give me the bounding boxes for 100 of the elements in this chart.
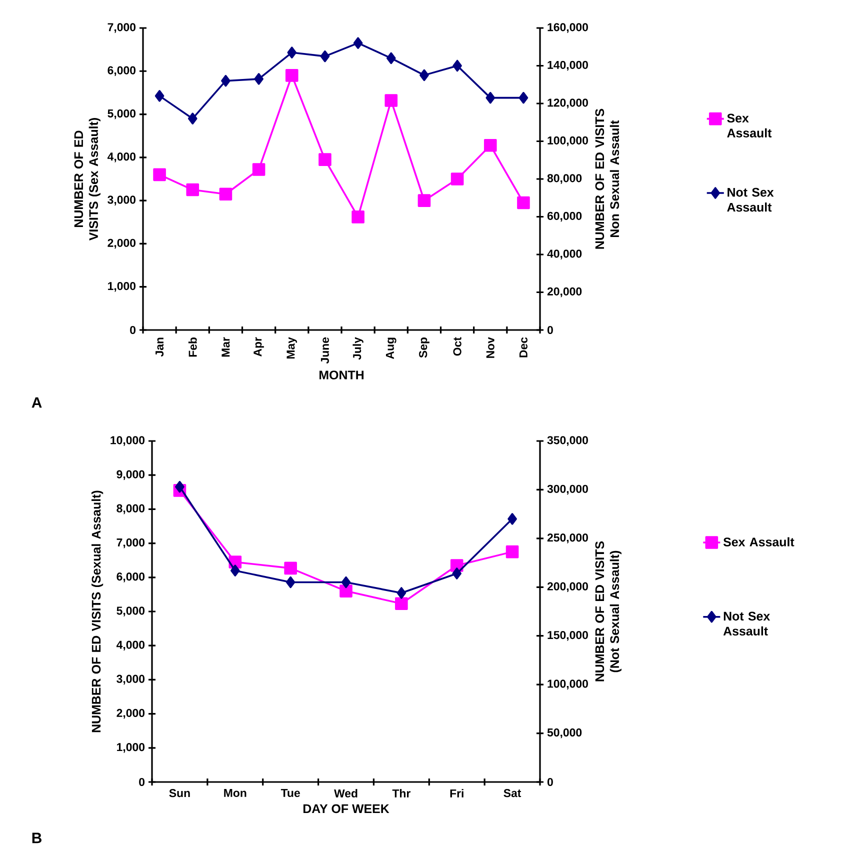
point xyxy=(386,52,396,64)
y2-tick-label: 50,000 xyxy=(547,728,582,738)
y2-tick-label: 140,000 xyxy=(548,60,588,71)
y-tick-label: 10,000 xyxy=(110,436,145,446)
y-tick-label: 4,000 xyxy=(107,152,136,162)
x-tick-label: Dec xyxy=(519,337,528,358)
x-tick-label: Nov xyxy=(486,337,494,358)
point xyxy=(517,196,530,210)
point xyxy=(154,90,164,102)
x-tick-label: Feb xyxy=(188,337,197,357)
y-tick-label: 3,000 xyxy=(108,196,136,206)
y2-tick-label: 0 xyxy=(547,778,553,786)
y-tick-label: 1,000 xyxy=(108,282,136,292)
point xyxy=(221,74,230,87)
y2-tick-label: 300,000 xyxy=(547,484,588,495)
point xyxy=(384,94,398,107)
point xyxy=(418,194,431,207)
y2-tick-label: 40,000 xyxy=(547,250,582,260)
y2-tick-label: 100,000 xyxy=(548,680,588,690)
y-tick-label: 2,000 xyxy=(108,238,136,249)
y2-tick-label: 200,000 xyxy=(547,582,588,592)
x-axis-title: DAY OF WEEK xyxy=(303,804,390,814)
point xyxy=(452,60,462,72)
point xyxy=(186,183,200,196)
y-tick-label: 3,000 xyxy=(116,674,145,685)
x-tick-label: Tue xyxy=(280,789,300,798)
y2-tick-label: 100,000 xyxy=(548,136,588,146)
point xyxy=(287,46,297,58)
y2-tick-label: 60,000 xyxy=(547,212,582,222)
x-tick-label: Jan xyxy=(156,338,164,357)
x-tick-label: Thr xyxy=(392,789,410,798)
text: B xyxy=(32,832,42,844)
point xyxy=(508,513,517,525)
point xyxy=(352,210,364,224)
y-tick-label: 7,000 xyxy=(108,23,136,33)
y2-tick-label: 0 xyxy=(547,326,553,334)
point xyxy=(318,153,332,166)
legend-label: Sex Assault xyxy=(723,537,794,546)
x-tick-label: Sat xyxy=(504,789,522,798)
point xyxy=(420,69,429,82)
legend-label: Sex Assault xyxy=(727,114,772,138)
point xyxy=(175,480,184,493)
point xyxy=(396,587,406,599)
y-tick-label: 8,000 xyxy=(116,504,145,514)
y-tick-label: 2,000 xyxy=(116,708,145,719)
y2-tick-label: 150,000 xyxy=(548,630,588,641)
y-axis-title: NUMBER OF ED VISITS (Sex Assault) xyxy=(74,118,100,241)
point xyxy=(230,564,240,576)
point xyxy=(395,597,408,610)
point xyxy=(341,576,351,588)
y2-tick-label: 250,000 xyxy=(547,534,588,544)
point xyxy=(254,73,264,85)
x-tick-label: Sep xyxy=(419,337,430,358)
y-axis-title: NUMBER OF ED VISITS (Sexual Assault) xyxy=(91,490,104,732)
point xyxy=(353,37,363,49)
x-tick-label: Aug xyxy=(386,338,396,360)
y-tick-label: 6,000 xyxy=(108,66,136,76)
y-tick-label: 5,000 xyxy=(108,109,136,120)
point xyxy=(252,163,266,176)
x-tick-label: June xyxy=(320,337,329,364)
x-tick-label: Oct xyxy=(453,337,462,356)
point xyxy=(153,168,166,182)
y-tick-label: 0 xyxy=(130,326,136,334)
point xyxy=(188,112,198,124)
y2-tick-label: 160,000 xyxy=(548,23,588,33)
y-tick-label: 9,000 xyxy=(116,470,145,480)
legend-label: Not Sex Assault xyxy=(723,612,770,636)
point xyxy=(518,92,528,104)
y2-tick-label: 20,000 xyxy=(547,287,582,298)
text: A xyxy=(32,397,42,408)
x-tick-label: July xyxy=(352,337,364,360)
x-tick-label: May xyxy=(286,337,298,359)
y-tick-label: 6,000 xyxy=(116,572,145,582)
y-tick-label: 7,000 xyxy=(116,538,145,548)
x-tick-label: Mar xyxy=(222,337,230,357)
point xyxy=(286,576,296,588)
point xyxy=(284,562,297,575)
legend-label: Not Sex Assault xyxy=(727,188,774,212)
point xyxy=(484,138,497,152)
y2-axis-title: NUMBER OF ED VISITS Non Sexual Assault xyxy=(595,108,620,249)
y-tick-label: 5,000 xyxy=(116,606,145,616)
point xyxy=(320,50,330,62)
y2-tick-label: 80,000 xyxy=(547,174,582,184)
x-tick-label: Mon xyxy=(224,789,246,798)
point xyxy=(340,584,352,598)
point xyxy=(506,545,519,558)
y-tick-label: 1,000 xyxy=(117,743,145,753)
y-tick-label: 0 xyxy=(139,778,145,786)
x-tick-label: Wed xyxy=(334,789,358,798)
y-tick-label: 4,000 xyxy=(116,640,145,650)
point xyxy=(452,568,462,580)
y2-tick-label: 120,000 xyxy=(548,98,588,108)
x-tick-label: Apr xyxy=(254,337,264,356)
x-tick-label: Sun xyxy=(169,789,190,798)
x-tick-label: Fri xyxy=(450,789,464,798)
y2-axis-title: NUMBER OF ED VISITS (Not Sexual Assault) xyxy=(595,541,622,682)
y2-tick-label: 350,000 xyxy=(547,436,588,446)
point xyxy=(219,188,232,200)
x-axis-title: MONTH xyxy=(320,370,364,380)
point xyxy=(486,92,496,104)
